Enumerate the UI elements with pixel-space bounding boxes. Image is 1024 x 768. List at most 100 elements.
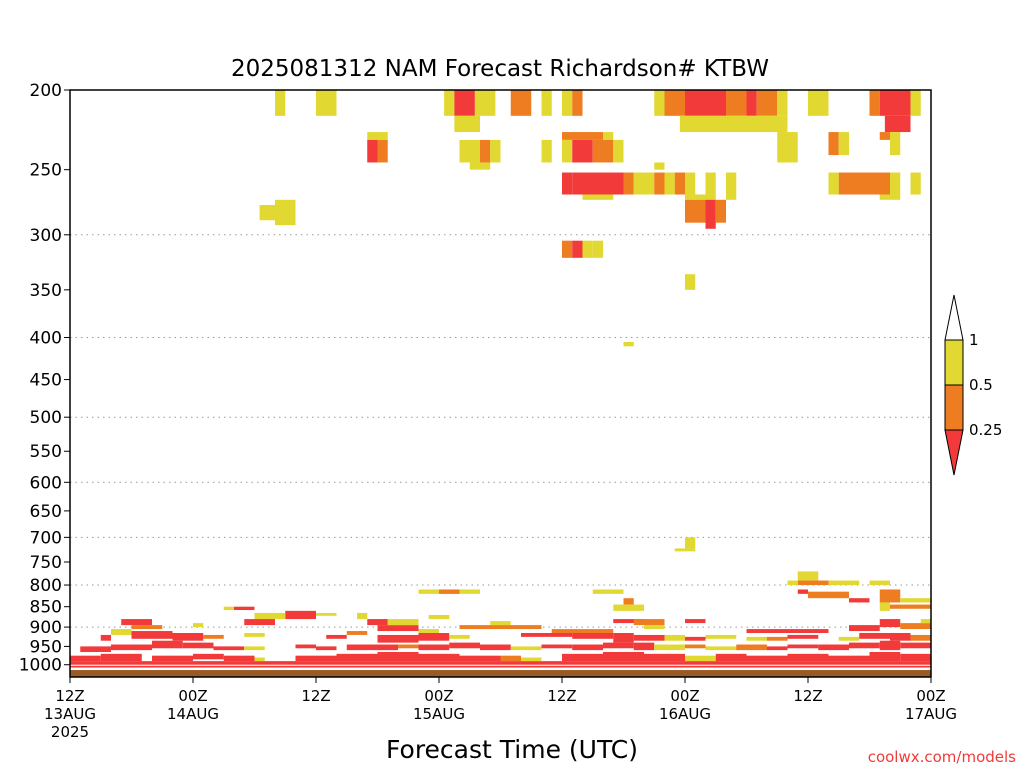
- x-tick-label: 17AUG: [905, 705, 957, 723]
- data-cell: [705, 199, 716, 229]
- data-cell: [777, 132, 798, 163]
- x-tick-label: 00Z: [916, 687, 945, 705]
- data-cell: [910, 172, 921, 195]
- data-cell: [454, 115, 480, 133]
- data-cell: [592, 240, 603, 258]
- data-cell: [223, 606, 234, 611]
- data-cell: [367, 139, 378, 163]
- data-cell: [316, 612, 337, 616]
- data-cell: [367, 132, 388, 140]
- data-cell: [551, 629, 614, 633]
- data-cell: [454, 90, 475, 116]
- y-tick-label: 550: [30, 442, 62, 462]
- data-cell: [685, 172, 696, 195]
- data-cell: [787, 644, 819, 649]
- x-tick-label: 00Z: [178, 687, 207, 705]
- data-cell: [541, 139, 552, 163]
- data-cell: [797, 580, 829, 586]
- data-cell: [900, 642, 931, 649]
- data-cell: [869, 580, 890, 586]
- data-cell: [295, 655, 337, 662]
- data-cell: [654, 162, 665, 170]
- data-cell: [879, 132, 890, 140]
- data-cell: [603, 132, 614, 140]
- data-cell: [644, 653, 685, 662]
- data-cell: [562, 653, 603, 662]
- data-cell: [541, 644, 573, 649]
- data-cell: [572, 90, 583, 116]
- data-cell: [316, 646, 337, 651]
- x-tick-label: 12Z: [301, 687, 330, 705]
- data-cell: [910, 634, 931, 641]
- data-cell: [398, 644, 419, 649]
- data-cell: [244, 619, 275, 626]
- data-cell: [70, 661, 931, 665]
- data-cell: [838, 132, 849, 156]
- data-cell: [705, 646, 737, 651]
- data-cell: [603, 651, 644, 662]
- y-tick-label: 600: [30, 473, 62, 493]
- data-cell: [193, 623, 204, 628]
- y-tick-label: 200: [30, 81, 62, 101]
- data-cell: [884, 115, 911, 133]
- data-cell: [387, 619, 419, 626]
- data-cell: [879, 90, 911, 116]
- ground-layer: [70, 670, 931, 677]
- y-tick-label: 450: [30, 371, 62, 391]
- y-tick-label: 650: [30, 502, 62, 522]
- data-cell: [562, 90, 573, 116]
- data-cell: [203, 634, 224, 639]
- data-cell: [121, 619, 152, 626]
- y-axis: 200 250 300 350 400 450 500 550 600 650 700 750 8008…: [19, 81, 70, 676]
- y-tick-label: 250: [30, 161, 62, 181]
- x-tick-label: 14AUG: [167, 705, 219, 723]
- data-cell: [633, 172, 655, 195]
- data-cell: [80, 646, 111, 652]
- data-cell: [582, 132, 603, 140]
- y-tick-label: 950: [30, 637, 62, 657]
- data-cell: [828, 172, 839, 195]
- data-cell: [613, 619, 644, 624]
- data-cell: [818, 644, 849, 651]
- data-cell: [490, 139, 501, 163]
- data-cell: [705, 172, 716, 195]
- data-cell: [797, 589, 808, 594]
- data-cell: [664, 634, 685, 641]
- data-cell: [879, 602, 890, 611]
- data-cell: [613, 632, 634, 643]
- data-cell: [223, 655, 255, 662]
- data-cell: [541, 90, 552, 116]
- data-cell: [572, 172, 624, 195]
- data-cell: [480, 644, 511, 651]
- data-cell: [869, 90, 880, 116]
- data-cell: [418, 632, 450, 641]
- data-cell: [152, 655, 193, 662]
- data-cell: [582, 240, 593, 258]
- data-cell: [890, 604, 931, 609]
- data-cell: [623, 598, 634, 605]
- data-cell: [654, 90, 665, 116]
- data-cell: [592, 589, 624, 594]
- data-cell: [664, 90, 685, 116]
- data-cell: [890, 632, 911, 641]
- data-cell: [572, 240, 583, 258]
- data-cell: [213, 646, 245, 651]
- data-cell: [500, 655, 521, 662]
- data-cell: [244, 646, 265, 651]
- data-cell: [377, 634, 419, 643]
- data-cell: [367, 619, 388, 626]
- data-cell: [521, 657, 542, 662]
- data-cell: [111, 644, 152, 651]
- data-cell: [521, 632, 573, 637]
- data-cell: [254, 612, 286, 620]
- data-cell: [746, 636, 767, 641]
- data-cell: [152, 640, 183, 649]
- data-cell: [603, 642, 634, 649]
- y-tick-label: 1000: [19, 656, 62, 676]
- data-cell: [736, 644, 767, 651]
- data-cell: [910, 90, 921, 116]
- data-cell: [685, 537, 696, 549]
- data-cell: [346, 631, 368, 635]
- legend-bin-yellow: [944, 339, 964, 386]
